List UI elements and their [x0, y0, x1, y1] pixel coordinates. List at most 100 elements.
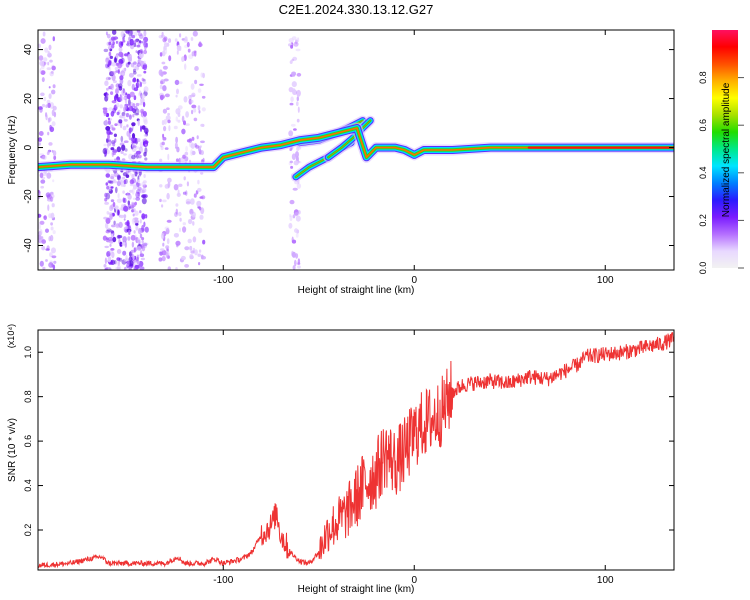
speckle-band-0-dot — [49, 71, 54, 77]
speckle-band-3-dot — [179, 227, 181, 232]
speckle-band-1-dot — [104, 119, 108, 126]
speckle-band-1-dot — [104, 197, 108, 202]
speckle-band-3-dot — [194, 249, 198, 256]
speckle-band-1-dot — [116, 180, 121, 187]
speckle-band-1-dot — [144, 242, 149, 246]
speckle-band-1-dot — [125, 106, 129, 112]
speckle-band-1-dot — [119, 52, 124, 58]
speckle-band-1-dot — [135, 150, 141, 155]
speckle-band-1-dot — [130, 256, 134, 262]
speckle-band-1-dot — [144, 157, 148, 161]
speckle-band-1-dot — [105, 230, 111, 234]
speckle-band-1-dot — [128, 127, 132, 134]
snr-frame — [37, 329, 675, 571]
speckle-band-1-dot — [123, 106, 126, 113]
speckle-band-0-dot — [51, 255, 57, 259]
speckle-band-0-dot — [46, 172, 52, 179]
speckle-band-1-dot — [109, 71, 114, 77]
speckle-band-1-dot — [123, 218, 126, 221]
speckle-band-4-dot — [296, 183, 302, 189]
speckle-band-3-dot — [173, 125, 178, 130]
speckle-band-1-dot — [131, 143, 136, 148]
speckle-band-2-dot — [162, 242, 165, 247]
speckle-band-3-dot — [199, 214, 204, 220]
speckle-band-0-dot — [51, 65, 56, 71]
speckle-band-1-dot — [135, 38, 140, 42]
speckle-band-4-dot — [288, 130, 294, 137]
speckle-band-1-dot — [116, 146, 122, 153]
speckle-band-3-dot — [190, 250, 196, 254]
speckle-band-1-dot — [110, 186, 114, 189]
speckle-band-3-dot — [197, 253, 202, 257]
speckle-band-1-dot — [105, 57, 110, 64]
speckle-band-1-dot — [143, 119, 148, 125]
speckle-band-3-dot — [197, 105, 201, 111]
speckle-band-1-dot — [114, 95, 117, 102]
speckle-band-1-dot — [105, 217, 111, 224]
speckle-band-1-dot — [112, 152, 116, 156]
speckle-band-1-dot — [110, 199, 115, 203]
speckle-band-1-dot — [125, 112, 130, 118]
speckle-band-1-dot — [105, 56, 109, 62]
speckle-band-3-dot — [177, 112, 181, 118]
speckle-band-1-dot — [105, 76, 111, 81]
speckle-band-1-dot — [107, 59, 113, 67]
speckle-band-1-dot — [116, 111, 120, 116]
speckle-band-1-dot — [136, 146, 140, 150]
speckle-band-1-dot — [135, 181, 140, 188]
colorbar-ticks: 0.0 0.2 0.4 0.6 0.8 — [698, 71, 744, 274]
speckle-band-0-dot — [46, 67, 52, 70]
speckle-band-1-dot — [133, 63, 136, 69]
speckle-band-1-dot — [137, 179, 140, 184]
speckle-band-2-dot — [160, 232, 165, 240]
speckle-band-1-dot — [133, 61, 137, 65]
speckle-band-1-dot — [118, 47, 123, 52]
speckle-band-0-dot — [45, 104, 48, 108]
speckle-band-0-dot — [38, 43, 41, 48]
speckle-band-2-dot — [166, 238, 170, 245]
speckle-band-1-dot — [132, 213, 135, 217]
speckle-band-2-dot — [160, 145, 164, 151]
speckle-band-0-dot — [40, 179, 46, 184]
speckle-band-1-dot — [143, 36, 149, 43]
speckle-band-0-dot — [38, 192, 41, 200]
speckle-band-1-dot — [108, 250, 113, 254]
speckle-band-1-dot — [136, 74, 142, 77]
speckle-band-1-dot — [131, 209, 135, 213]
speckle-band-1-dot — [117, 235, 123, 239]
speckle-band-2-dot — [163, 46, 166, 52]
speckle-band-3-dot — [197, 88, 202, 93]
colorbar-tick-label: 0.4 — [698, 167, 708, 180]
speckle-band-3-dot — [187, 218, 193, 225]
speckle-band-1-dot — [127, 79, 132, 87]
speckle-band-2-dot — [162, 199, 167, 203]
speckle-band-2-dot — [161, 50, 166, 57]
speckle-band-1-dot — [106, 211, 110, 215]
speckle-band-4-dot — [289, 199, 295, 205]
speckle-band-3-dot — [201, 95, 206, 99]
speckle-band-3-dot — [182, 226, 187, 233]
speckle-band-2-dot — [164, 226, 170, 231]
speckle-band-1-dot — [123, 105, 128, 110]
speckle-band-1-dot — [128, 230, 131, 235]
speckle-band-1-dot — [108, 107, 113, 111]
speckle-band-1-dot — [141, 240, 144, 244]
speckle-band-1-dot — [122, 40, 126, 43]
spectrogram-frame — [37, 29, 675, 271]
speckle-band-3-dot — [182, 222, 186, 226]
speckle-band-1-dot — [133, 31, 138, 37]
speckle-band-0-dot — [40, 185, 44, 189]
speckle-band-1-dot — [137, 32, 143, 37]
speckle-band-1-dot — [103, 143, 107, 147]
speckle-band-3-dot — [190, 94, 196, 98]
speckle-band-0-dot — [52, 84, 56, 89]
speckle-band-1-dot — [129, 104, 132, 110]
speckle-band-2-dot — [163, 78, 169, 82]
speckle-band-1-dot — [134, 39, 138, 44]
speckle-band-1-dot — [115, 88, 119, 95]
spectrogram-marks — [38, 30, 674, 270]
spec-y-tick-label: -40 — [23, 238, 34, 253]
speckle-band-0-dot — [45, 259, 48, 262]
speckle-band-1-dot — [109, 55, 113, 60]
speckle-band-1-dot — [139, 141, 144, 149]
